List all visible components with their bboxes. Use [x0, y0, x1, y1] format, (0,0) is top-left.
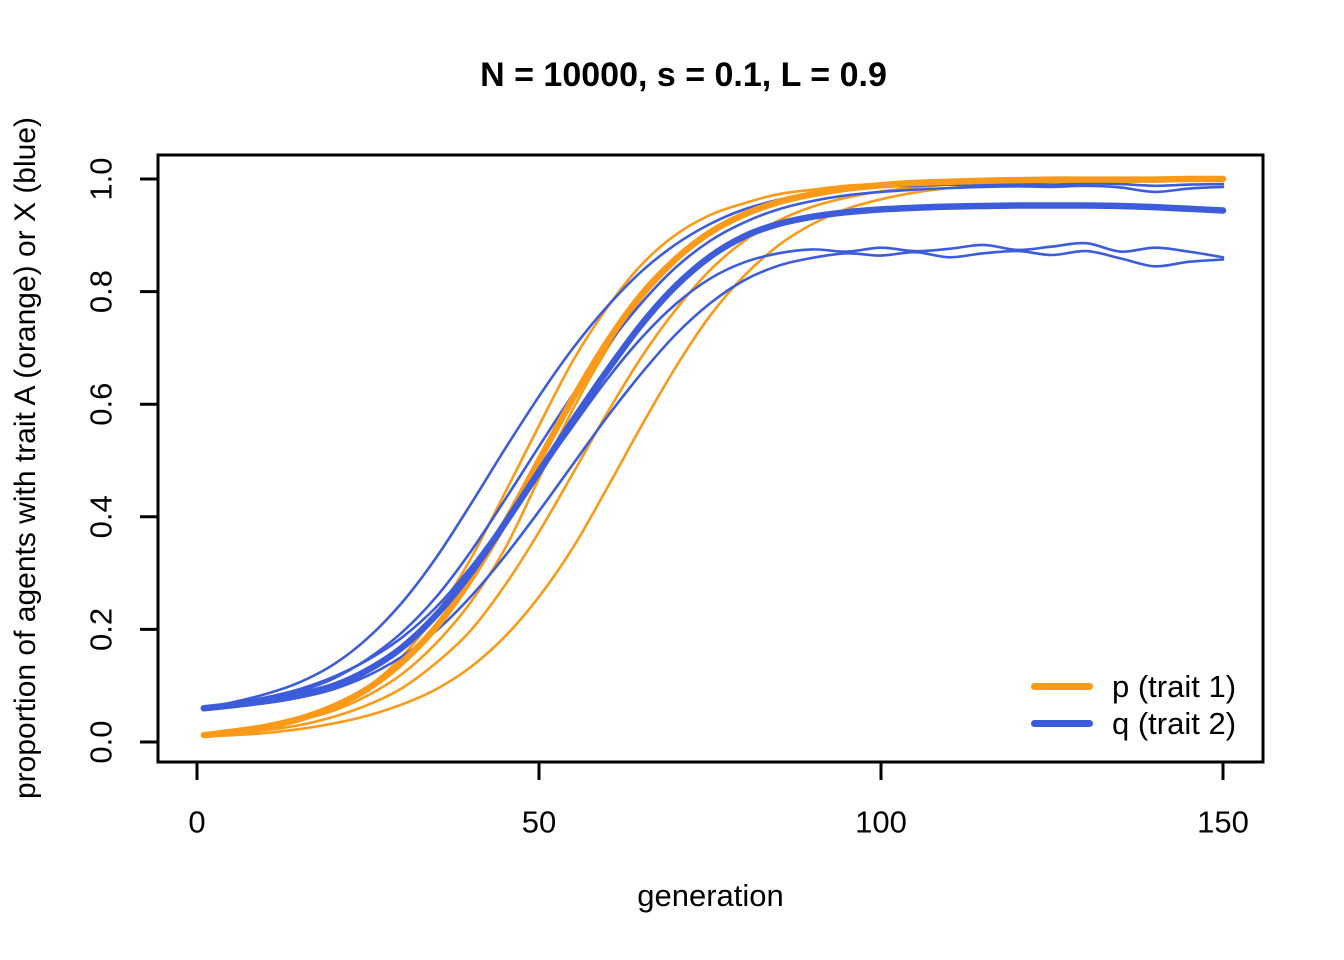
- y-tick-label: 1.0: [84, 157, 119, 200]
- chart-title: N = 10000, s = 0.1, L = 0.9: [480, 56, 887, 94]
- x-axis-label: generation: [637, 878, 784, 913]
- series-p-run-2-line: [202, 178, 1225, 736]
- x-tick-label: 50: [522, 805, 556, 840]
- series-p-run-3-line: [202, 178, 1225, 738]
- legend-item-p: p (trait 1): [1031, 668, 1236, 705]
- series-q-mean-line: [200, 202, 1227, 712]
- series-q-run-2-line: [202, 184, 1225, 711]
- legend-line-p-icon: [1031, 683, 1093, 690]
- plot-border: [156, 153, 1265, 764]
- y-tick-label: 0.2: [84, 608, 119, 651]
- series-p-mean-line: [200, 175, 1227, 739]
- legend-item-q: q (trait 2): [1031, 705, 1236, 742]
- series-q-run-4-line: [202, 249, 1225, 711]
- x-tick-label: 100: [855, 805, 907, 840]
- x-tick-label: 0: [188, 805, 205, 840]
- legend-label-p: p (trait 1): [1112, 669, 1237, 704]
- legend: p (trait 1) q (trait 2): [1031, 668, 1236, 742]
- y-tick-label: 0.0: [84, 720, 119, 763]
- y-tick-label: 0.8: [84, 270, 119, 313]
- series-p-run-4-line: [202, 178, 1225, 738]
- series-q-run-3-line: [202, 241, 1225, 709]
- series-q-run-1-line: [202, 182, 1225, 709]
- legend-label-q: q (trait 2): [1112, 706, 1237, 741]
- y-tick-label: 0.4: [84, 495, 119, 538]
- y-tick-label: 0.6: [84, 383, 119, 426]
- legend-line-q-icon: [1031, 720, 1093, 727]
- series-p-run-1-line: [202, 178, 1225, 737]
- x-tick-label: 150: [1197, 805, 1249, 840]
